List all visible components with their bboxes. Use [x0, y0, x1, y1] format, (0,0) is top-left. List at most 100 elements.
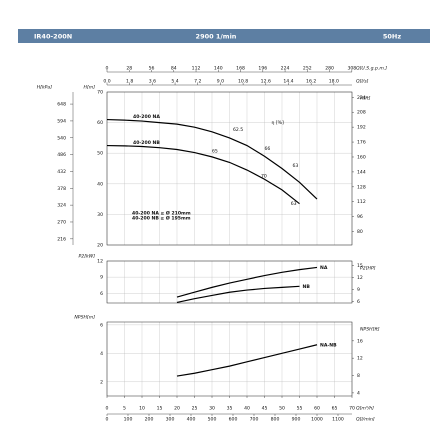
x-tick-label: 65: [332, 406, 338, 412]
curve-label: NB: [303, 284, 311, 290]
y-tick-label: 12: [97, 259, 103, 265]
y3-tick-label: 270: [57, 219, 66, 225]
curve: [106, 144, 300, 205]
tick-label: 100: [124, 417, 133, 423]
y-axis-label: NPSH[m]: [74, 315, 95, 321]
tick-label: 1000: [311, 417, 323, 423]
y2-tick-label: 224: [357, 95, 366, 101]
y2-axis-label: P2[HP]: [360, 266, 376, 272]
y3-tick-label: 216: [57, 236, 66, 242]
y-tick-label: 50: [97, 151, 103, 157]
tick-label: 800: [271, 417, 280, 423]
x-tick-label: 5: [123, 406, 126, 412]
y3-tick-label: 594: [57, 118, 66, 124]
y2-tick-label: 144: [357, 169, 366, 175]
curve-label: 40-200 NB: [133, 140, 160, 146]
plot-frame: [106, 260, 353, 304]
tick-label: 112: [192, 66, 201, 72]
tick-label: 0.0: [103, 79, 110, 85]
tick-label: 12.6: [261, 79, 271, 85]
y3-tick-label: 378: [57, 186, 66, 192]
y-tick-label: 6: [100, 291, 103, 297]
note: 40-200 NB ≥ Ø 195mm: [132, 215, 191, 222]
x-tick-label: 40: [244, 406, 250, 412]
curve: [106, 118, 318, 200]
curve: [176, 266, 318, 298]
tick-label: 300: [166, 417, 175, 423]
tick-label: 308: [347, 66, 356, 72]
curve: [176, 344, 318, 377]
y2-axis-label: H[ft]: [360, 96, 371, 102]
x-tick-label: 30: [209, 406, 215, 412]
axis-label: Q[l/s]: [356, 79, 369, 85]
x-axis-label: Q[m³/h]: [356, 406, 374, 412]
x-tick-label: 0: [106, 406, 109, 412]
tick-label: 400: [187, 417, 196, 423]
efficiency-label: 65: [212, 148, 218, 154]
efficiency-label: η [%]: [272, 120, 285, 126]
x-tick-label: 15: [157, 406, 163, 412]
y-tick-label: 70: [97, 90, 103, 96]
y2-tick-label: 80: [357, 229, 363, 235]
x-tick-label: 45: [262, 406, 268, 412]
axis-label: Q[l/min]: [356, 417, 375, 423]
y2-axis-label: NPSH[ft]: [360, 327, 380, 333]
tick-label: 28: [126, 66, 132, 72]
y3-tick-label: 432: [57, 169, 66, 175]
y3-tick-label: 324: [57, 203, 66, 209]
y-tick-label: 2: [100, 379, 103, 385]
tick-label: 1100: [332, 417, 344, 423]
y2-tick-label: 160: [357, 154, 366, 160]
y2-tick-label: 9: [357, 287, 360, 293]
y-tick-label: 40: [97, 181, 103, 187]
y-tick-label: 20: [97, 243, 103, 249]
y2-tick-label: 208: [357, 110, 366, 116]
tick-label: 9.0: [217, 79, 224, 85]
tick-label: 5.4: [171, 79, 178, 85]
y3-tick-label: 540: [57, 135, 66, 141]
header-bar: [18, 29, 430, 43]
tick-label: 3.6: [149, 79, 156, 85]
tick-label: 10.8: [238, 79, 248, 85]
note: 40-200 NA ≥ Ø 210mm: [132, 210, 191, 217]
tick-label: 1.8: [126, 79, 133, 85]
y-tick-label: 30: [97, 212, 103, 218]
y2-tick-label: 8: [357, 373, 360, 379]
y-tick-label: 9: [100, 275, 103, 281]
efficiency-label: 63: [291, 201, 297, 207]
tick-label: 196: [258, 66, 267, 72]
tick-label: 600: [229, 417, 238, 423]
tick-label: 0: [106, 417, 109, 423]
y2-tick-label: 96: [357, 214, 363, 220]
y2-tick-label: 4: [357, 390, 360, 396]
tick-label: 168: [236, 66, 245, 72]
x-tick-label: 10: [139, 406, 145, 412]
y-axis-label: P2[kW]: [79, 254, 96, 260]
y2-tick-label: 16: [357, 338, 363, 344]
tick-label: 7.2: [194, 79, 201, 85]
efficiency-label: 66: [265, 146, 271, 152]
curve-label: NA-NB: [320, 342, 337, 348]
y3-tick-label: 486: [57, 152, 66, 158]
speed: 2900 1/min: [196, 33, 237, 41]
frequency: 50Hz: [383, 33, 401, 41]
tick-label: 200: [145, 417, 154, 423]
y2-tick-label: 112: [357, 199, 366, 205]
x-tick-label: 50: [279, 406, 285, 412]
tick-label: 14.4: [283, 79, 293, 85]
tick-label: 280: [325, 66, 334, 72]
x-tick-label: 55: [297, 406, 303, 412]
y2-tick-label: 128: [357, 184, 366, 190]
x-tick-label: 60: [314, 406, 320, 412]
efficiency-label: 70: [261, 174, 267, 180]
y2-tick-label: 15: [357, 263, 363, 269]
x-tick-label: 25: [192, 406, 198, 412]
y-tick-label: 6: [100, 322, 103, 328]
model: IR40-200N: [34, 33, 72, 41]
tick-label: 140: [214, 66, 223, 72]
tick-label: 16.2: [306, 79, 316, 85]
y-axis-label: H[m]: [83, 85, 95, 91]
tick-label: 224: [281, 66, 290, 72]
curve: [176, 285, 300, 304]
